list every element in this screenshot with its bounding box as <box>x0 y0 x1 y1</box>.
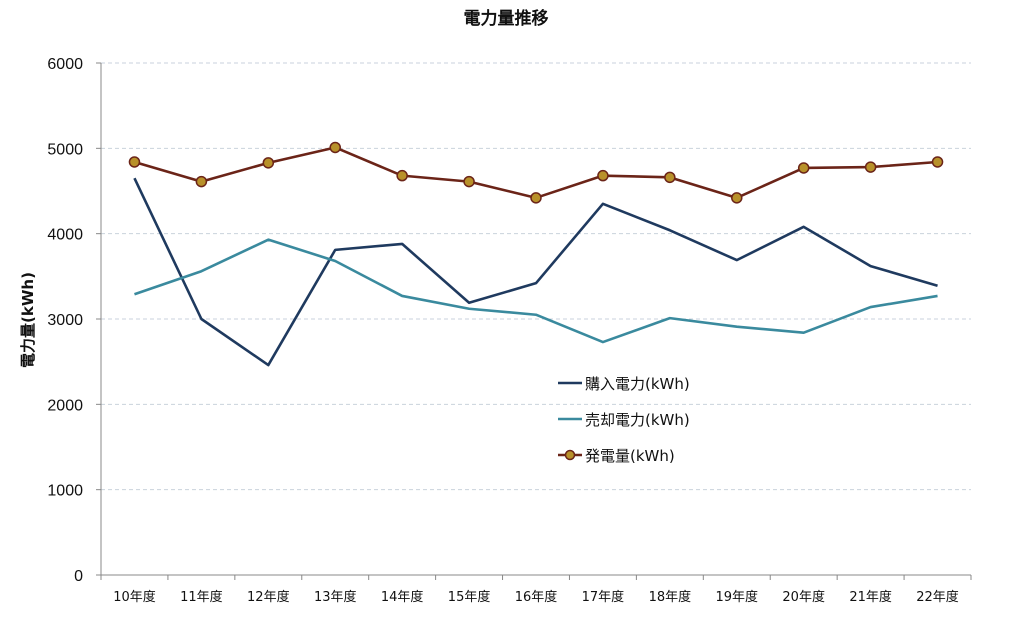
x-tick-label: 21年度 <box>849 589 892 605</box>
y-axis-label: 電力量(kWh) <box>19 272 37 368</box>
series-line-2 <box>134 146 938 200</box>
data-point <box>195 175 208 188</box>
y-tick-label: 5000 <box>47 141 83 158</box>
y-tick-label: 6000 <box>47 56 83 73</box>
x-tick-label: 19年度 <box>715 589 758 605</box>
x-tick-label: 14年度 <box>381 589 424 605</box>
gridlines <box>101 62 971 491</box>
x-tick-label: 20年度 <box>782 589 825 605</box>
x-tick-label: 17年度 <box>582 589 625 605</box>
series-line-0 <box>133 177 938 367</box>
legend: 購入電力(kWh) 売却電力(kWh) 発電量(kWh) <box>558 375 690 465</box>
data-point <box>731 192 743 204</box>
y-tick-label: 4000 <box>47 227 83 244</box>
data-point <box>128 156 141 168</box>
x-tick-label: 10年度 <box>113 589 156 605</box>
x-tick-label: 13年度 <box>314 589 357 605</box>
data-point <box>396 169 408 182</box>
data-point <box>864 161 877 173</box>
data-point <box>797 162 810 174</box>
x-tick-label: 16年度 <box>515 589 558 605</box>
x-tick-label: 11年度 <box>180 589 223 605</box>
data-point <box>664 171 676 184</box>
data-point <box>530 192 542 204</box>
data-point <box>931 156 944 168</box>
x-tick-label: 22年度 <box>916 589 959 605</box>
y-tick-label: 1000 <box>47 483 83 500</box>
y-tick-label: 3000 <box>47 312 83 329</box>
legend-label: 売却電力(kWh) <box>585 411 690 429</box>
data-point <box>463 175 475 188</box>
x-tick-label: 15年度 <box>448 589 491 605</box>
series-line-1 <box>134 238 938 344</box>
legend-label: 発電量(kWh) <box>585 447 675 465</box>
axes <box>96 62 972 580</box>
legend-label: 購入電力(kWh) <box>585 375 690 393</box>
data-point <box>262 157 275 169</box>
y-axis-ticks: 0 1000 2000 3000 4000 5000 6000 <box>47 56 83 585</box>
x-tick-label: 12年度 <box>247 589 290 605</box>
x-tick-label: 18年度 <box>649 589 692 605</box>
x-axis-ticks: 10年度 11年度 12年度 13年度 14年度 15年度 16年度 17年度 18年度 19年度… <box>113 589 959 605</box>
series-lines <box>128 141 944 367</box>
y-tick-label: 2000 <box>47 397 83 414</box>
data-point <box>597 169 609 182</box>
y-tick-label: 0 <box>74 568 83 585</box>
chart-title: 電力量推移 <box>464 8 549 29</box>
data-point <box>329 141 341 154</box>
legend-marker <box>564 449 576 461</box>
